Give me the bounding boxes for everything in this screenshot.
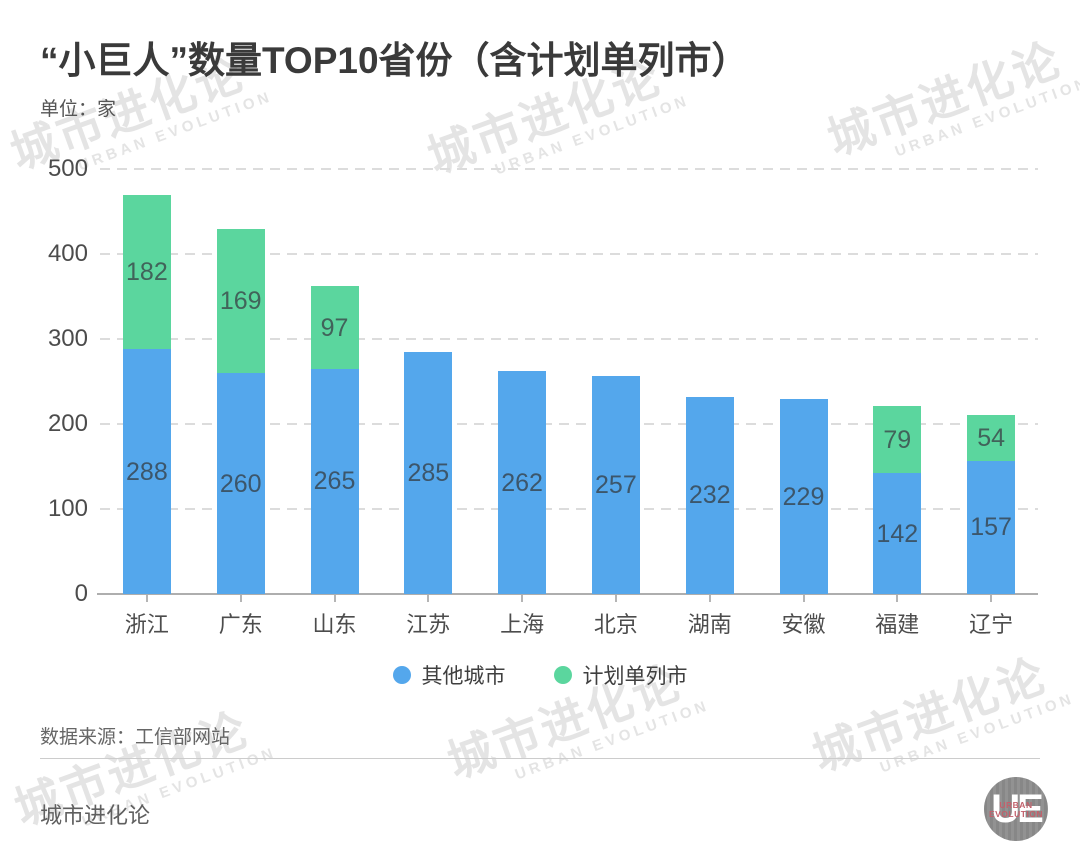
logo-subtext-line1: URBAN: [999, 800, 1033, 810]
x-axis-tick: [990, 595, 993, 602]
bar-value-label: 257: [595, 470, 637, 499]
x-axis-tick: [896, 595, 899, 602]
y-axis-tick-label: 200: [47, 410, 88, 437]
gridline-200: [100, 423, 1038, 425]
bar-segment-other-cities: [216, 373, 265, 594]
x-axis-category-label: 浙江: [124, 612, 169, 637]
brand-name: 城市进化论: [40, 803, 151, 828]
bar-segment-planned-cities: [967, 414, 1016, 461]
legend-dot-blue-icon: [392, 666, 411, 684]
x-axis-category-label: 湖南: [687, 612, 732, 637]
y-axis-tick-label: 100: [47, 495, 88, 522]
urban-evolution-logo-icon: UE URBAN EVOLUTION: [984, 777, 1048, 841]
x-axis-line: [97, 593, 1038, 595]
bar-segment-other-cities: [779, 399, 828, 594]
y-axis-tick-label: 400: [47, 240, 88, 267]
legend-dot-green-icon: [553, 666, 572, 684]
bar-value-label: 182: [126, 257, 168, 286]
x-axis-tick: [427, 595, 430, 602]
x-axis-category-label: 山东: [312, 612, 357, 637]
bar-value-label: 260: [219, 469, 262, 498]
bar-segment-other-cities: [685, 396, 734, 594]
x-axis-tick: [802, 595, 805, 602]
x-axis-category-label: 福建: [875, 612, 920, 637]
legend-label: 计划单列市: [582, 665, 688, 688]
bar-segment-other-cities: [404, 351, 453, 594]
x-axis-category-label: 广东: [218, 612, 263, 637]
bar-value-label: 97: [320, 313, 349, 342]
bar-value-label: 169: [219, 287, 262, 316]
bar-segment-planned-cities: [310, 286, 359, 369]
x-axis-tick: [145, 595, 148, 602]
x-axis-tick: [239, 595, 242, 602]
bar-value-label: 265: [313, 467, 356, 496]
x-axis-category-label: 江苏: [406, 612, 451, 637]
x-axis-tick: [708, 595, 711, 602]
bar-segment-planned-cities: [216, 229, 265, 373]
bar-segment-other-cities: [310, 368, 359, 594]
y-axis-tick-label: 0: [74, 580, 88, 607]
gridline-500: [100, 168, 1038, 170]
gridline-100: [100, 508, 1038, 510]
bar-value-label: 157: [970, 513, 1012, 542]
bar-segment-planned-cities: [873, 406, 922, 474]
chart-legend: 其他城市 计划单列市: [0, 660, 1080, 690]
bar-segment-other-cities: [967, 460, 1016, 594]
bar-value-label: 262: [501, 468, 543, 497]
bar-value-label: 285: [407, 458, 450, 487]
page-title: “小巨人”数量TOP10省份（含计划单列市）: [40, 40, 749, 81]
legend-item-planned-cities: 计划单列市: [553, 660, 688, 690]
x-axis-category-label: 安徽: [781, 612, 826, 637]
bar-value-label: 79: [883, 425, 912, 454]
logo-subtext: URBAN EVOLUTION: [984, 801, 1048, 818]
bar-value-label: 142: [876, 519, 919, 548]
logo-subtext-line2: EVOLUTION: [988, 808, 1044, 819]
x-axis-category-label: 北京: [593, 612, 638, 637]
x-axis-category-label: 上海: [500, 612, 545, 637]
bar-segment-other-cities: [591, 375, 640, 594]
x-axis-tick: [333, 595, 336, 602]
gridline-400: [100, 253, 1038, 255]
bar-value-label: 288: [126, 457, 168, 486]
y-axis-tick-label: 500: [47, 155, 88, 182]
gridline-300: [100, 338, 1038, 340]
footer-divider: [40, 758, 1040, 759]
y-axis-tick-label: 300: [47, 325, 88, 352]
logo-monogram: UE: [991, 787, 1044, 831]
legend-label: 其他城市: [421, 665, 506, 688]
x-axis-category-label: 辽宁: [969, 612, 1014, 637]
bar-segment-other-cities: [122, 349, 171, 594]
unit-label: 单位：家: [40, 99, 117, 120]
bar-value-label: 54: [977, 423, 1005, 452]
legend-item-other-cities: 其他城市: [392, 660, 506, 690]
bar-value-label: 229: [782, 482, 825, 511]
bar-segment-planned-cities: [122, 194, 171, 350]
x-axis-tick: [521, 595, 524, 602]
bar-segment-other-cities: [498, 371, 547, 594]
bar-value-label: 232: [688, 481, 731, 510]
bar-segment-other-cities: [873, 473, 922, 594]
data-source-note: 数据来源：工信部网站: [40, 727, 231, 748]
x-axis-tick: [614, 595, 617, 602]
